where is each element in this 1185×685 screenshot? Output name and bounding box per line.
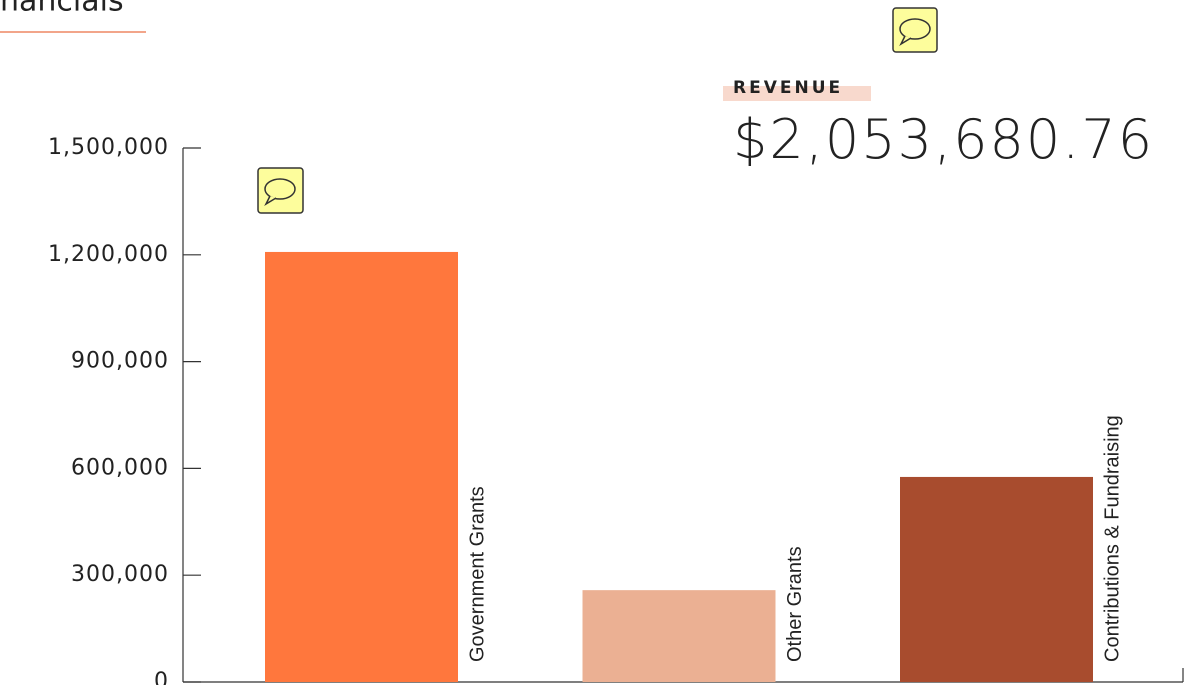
y-tick-label: 600,000 [71,455,169,480]
y-tick-label: 1,500,000 [48,135,169,160]
y-tick-label: 1,200,000 [48,242,169,267]
bar [265,251,458,682]
revenue-label: REVENUE [733,78,843,98]
revenue-amount: $2,053,680.76 [733,108,1154,171]
title-underline [0,31,146,33]
category-label: Other Grants [784,546,806,662]
page-title: nancials [0,0,124,19]
y-tick-label: 900,000 [71,349,169,374]
category-label: Government Grants [466,486,488,662]
comment-icon[interactable] [892,7,938,53]
bar [582,590,776,682]
bar [900,476,1093,682]
comment-icon[interactable] [257,167,304,214]
label-highlight [723,86,871,101]
y-tick-label: 0 [154,669,169,685]
category-label: Contributions & Fundraising [1101,415,1123,662]
y-tick-label: 300,000 [71,562,169,587]
